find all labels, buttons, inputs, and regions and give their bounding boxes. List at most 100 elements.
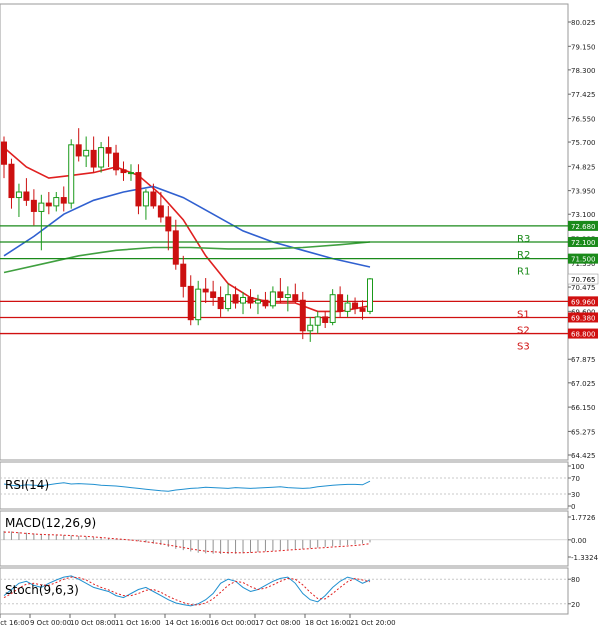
level-price-label: 72.680 [571,223,596,231]
level-price-tag [568,220,598,231]
level-price-tag [568,253,598,264]
stoch-tick-label: 20 [571,601,580,609]
candle-body [180,263,187,287]
price-panel-frame [0,3,569,461]
candle-body [254,299,261,304]
price-tick-label: 76.550 [571,115,596,123]
candle-body [142,191,149,207]
macd-tick-label: 0.00 [571,537,587,545]
level-price-label: 69.380 [571,314,596,322]
candle-body [172,230,179,265]
moving-average-line [3,185,371,268]
stoch-title: Stoch(9,6,3) [5,583,79,597]
candle-body [165,216,172,232]
time-tick-label: 11 Oct 16:00 [115,619,161,627]
candle-body [240,296,247,304]
time-tick-label: 14 Oct 16:00 [165,619,211,627]
candle-body [105,147,112,154]
macd-tick-label: 1.7726 [571,514,596,522]
rsi-line [3,480,371,492]
time-tick-label: 16 Oct 00:00 [210,619,256,627]
price-tick-label: 75.700 [571,139,596,147]
macd-tick-label: -1.3324 [571,554,599,562]
price-tick-label: 69.600 [571,308,596,316]
level-price-label: 68.800 [571,331,596,339]
candle-body [225,294,232,310]
candle-body [359,308,366,312]
candle-body [45,202,52,207]
candle-body [187,285,194,321]
candle-body [90,149,97,168]
candle-body [68,144,75,204]
stoch-k-line [3,575,371,607]
price-tick-label: 78.300 [571,67,596,75]
stoch-d-line [3,576,371,606]
time-tick-label: 21 Oct 20:00 [350,619,396,627]
candle-body [269,291,276,307]
candle-body [53,197,60,207]
level-price-label: 72.100 [571,239,596,247]
candle-body [150,191,157,207]
price-tick-label: 66.150 [571,404,596,412]
candle-body [210,291,217,298]
rsi-title: RSI(14) [5,478,49,492]
time-tick-label: 8 Oct 16:00 [0,619,29,627]
price-tick-label: 74.825 [571,163,596,171]
candle-body [135,172,142,207]
candle-body [232,294,239,304]
candle-body [284,294,291,298]
candle-body [247,296,254,304]
candle-body [307,324,314,332]
rsi-panel-frame [0,461,569,510]
price-tick-label: 77.425 [571,91,596,99]
candle-body [322,316,329,323]
price-tick-label: 67.025 [571,380,596,388]
candle-body [352,302,359,310]
support-resistance-levels: 72.680 R3 72.100 R2 71.500 R1 69.960 S1 69.380 S2… [0,220,598,353]
level-price-label: 69.960 [571,298,596,306]
candle-body [38,202,45,212]
time-tick-label: 17 Oct 08:00 [255,619,301,627]
level-name: R1 [517,267,530,278]
candle-body [314,316,321,326]
price-tick-label: 73.100 [571,211,596,219]
macd-signal-line [4,531,371,554]
level-price-tag [568,328,598,339]
candle-body [292,294,299,301]
candle-body [98,147,105,168]
candle-body [217,296,224,310]
current-price-label: 70.765 [571,276,596,284]
candle-body [329,294,336,323]
candle-body [15,191,22,199]
level-price-tag [568,236,598,247]
candle-body [8,163,15,199]
level-name: R3 [517,234,530,245]
level-name: S3 [517,342,530,353]
level-name: S1 [517,309,530,320]
level-price-tag [568,296,598,307]
candle-body [127,172,134,175]
candle-body [23,191,30,201]
level-price-label: 71.500 [571,256,596,264]
candle-body [367,278,373,312]
candlesticks [1,128,373,342]
current-price-marker: 70.765 [567,273,599,285]
price-tick-label: 79.150 [571,43,596,51]
macd-indicator: 1.7726 0.00 -1.3324 [0,514,599,562]
time-tick-label: 18 Oct 16:00 [305,619,351,627]
macd-panel-frame [0,510,569,567]
candle-body [30,199,37,212]
macd-title: MACD(12,26,9) [5,516,96,530]
candle-body [195,288,202,321]
price-tick-label: 67.875 [571,356,596,364]
candle-body [202,288,209,293]
time-tick-label: 9 Oct 00:00 [30,619,71,627]
level-name: R2 [517,250,530,261]
candle-body [120,169,127,174]
level-price-tag [568,312,598,323]
candle-body [83,149,90,157]
rsi-indicator: 100 70 30 0 [0,463,584,511]
